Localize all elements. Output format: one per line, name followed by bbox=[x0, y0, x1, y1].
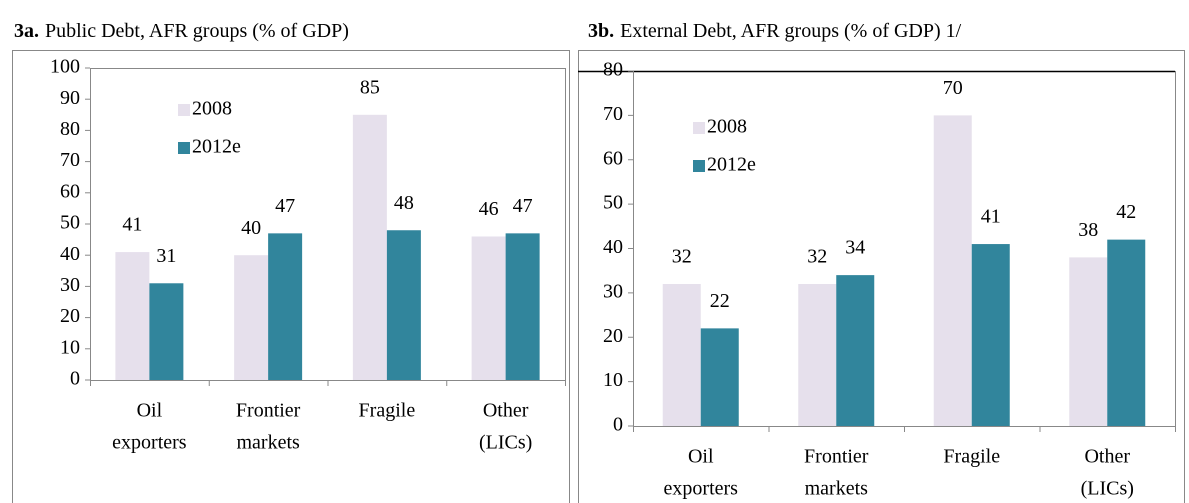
legend-swatch bbox=[693, 160, 705, 172]
chart-title: 3a. Public Debt, AFR groups (% of GDP) bbox=[14, 20, 349, 42]
data-label: 32 bbox=[672, 246, 692, 268]
bar bbox=[1107, 239, 1146, 426]
data-label: 47 bbox=[513, 195, 533, 217]
y-tick-label: 20 bbox=[603, 325, 623, 347]
bar bbox=[971, 244, 1010, 426]
panel-frame bbox=[578, 50, 1185, 503]
y-tick-label: 70 bbox=[603, 103, 623, 125]
title-text: Public Debt, AFR groups (% of GDP) bbox=[45, 20, 349, 42]
y-tick-label: 90 bbox=[60, 87, 80, 109]
legend-swatch bbox=[178, 142, 190, 154]
y-tick-label: 70 bbox=[60, 149, 80, 171]
y-tick-label: 80 bbox=[603, 59, 623, 81]
y-tick-label: 30 bbox=[60, 274, 80, 296]
y-tick-label: 60 bbox=[603, 147, 623, 169]
bar bbox=[836, 275, 875, 426]
y-tick-label: 10 bbox=[60, 336, 80, 358]
data-label: 32 bbox=[807, 246, 827, 268]
title-text: External Debt, AFR groups (% of GDP) 1/ bbox=[620, 20, 962, 42]
x-tick-label: Frontier bbox=[804, 446, 869, 468]
bar bbox=[268, 233, 303, 380]
data-label: 42 bbox=[1116, 201, 1136, 223]
data-label: 22 bbox=[710, 290, 730, 312]
data-label: 31 bbox=[156, 245, 176, 267]
data-label: 41 bbox=[981, 206, 1001, 228]
x-tick-label: Other bbox=[1084, 446, 1130, 468]
y-tick-label: 30 bbox=[603, 280, 623, 302]
legend-label: 2008 bbox=[707, 116, 747, 138]
y-tick-label: 50 bbox=[603, 192, 623, 214]
y-tick-label: 100 bbox=[50, 56, 80, 78]
legend-swatch bbox=[178, 104, 190, 116]
bar bbox=[471, 236, 506, 380]
y-tick-label: 40 bbox=[60, 243, 80, 265]
title-label: 3b. bbox=[588, 20, 614, 42]
legend-swatch bbox=[693, 122, 705, 134]
y-tick-label: 20 bbox=[60, 305, 80, 327]
x-tick-label: exporters bbox=[112, 432, 187, 454]
y-tick-label: 80 bbox=[60, 118, 80, 140]
data-label: 34 bbox=[845, 237, 865, 259]
bar bbox=[1069, 257, 1108, 426]
bar bbox=[234, 255, 269, 380]
bar bbox=[505, 233, 540, 380]
x-tick-label: (LICs) bbox=[1081, 478, 1134, 500]
data-label: 85 bbox=[360, 76, 380, 98]
x-tick-label: exporters bbox=[664, 478, 739, 500]
data-label: 41 bbox=[122, 214, 142, 236]
x-tick-label: (LICs) bbox=[479, 432, 532, 454]
data-label: 40 bbox=[241, 217, 261, 239]
data-label: 70 bbox=[943, 77, 963, 99]
bar bbox=[149, 283, 184, 380]
x-tick-label: markets bbox=[805, 478, 869, 500]
x-tick-label: markets bbox=[236, 432, 300, 454]
x-tick-label: Fragile bbox=[943, 446, 1000, 468]
data-label: 46 bbox=[479, 198, 499, 220]
data-label: 47 bbox=[275, 195, 295, 217]
bar bbox=[933, 115, 972, 426]
legend-label: 2008 bbox=[192, 98, 232, 120]
y-tick-label: 0 bbox=[70, 368, 80, 390]
bar bbox=[662, 284, 701, 426]
bar bbox=[386, 230, 421, 380]
bar bbox=[798, 284, 837, 426]
bar bbox=[352, 114, 387, 381]
x-tick-label: Frontier bbox=[236, 400, 301, 422]
bar bbox=[700, 328, 739, 426]
data-label: 38 bbox=[1078, 219, 1098, 241]
panel-frame bbox=[12, 50, 570, 503]
y-tick-label: 10 bbox=[603, 369, 623, 391]
x-tick-label: Oil bbox=[137, 400, 163, 422]
y-tick-label: 0 bbox=[613, 414, 623, 436]
legend-label: 2012e bbox=[707, 154, 756, 176]
y-tick-label: 60 bbox=[60, 180, 80, 202]
x-tick-label: Oil bbox=[688, 446, 714, 468]
x-tick-label: Other bbox=[483, 400, 529, 422]
y-tick-label: 50 bbox=[60, 212, 80, 234]
chart-title: 3b. External Debt, AFR groups (% of GDP) … bbox=[588, 20, 962, 42]
x-tick-label: Fragile bbox=[359, 400, 416, 422]
y-tick-label: 40 bbox=[603, 236, 623, 258]
data-label: 48 bbox=[394, 192, 414, 214]
bar bbox=[115, 252, 150, 380]
title-label: 3a. bbox=[14, 20, 39, 42]
legend-label: 2012e bbox=[192, 136, 241, 158]
